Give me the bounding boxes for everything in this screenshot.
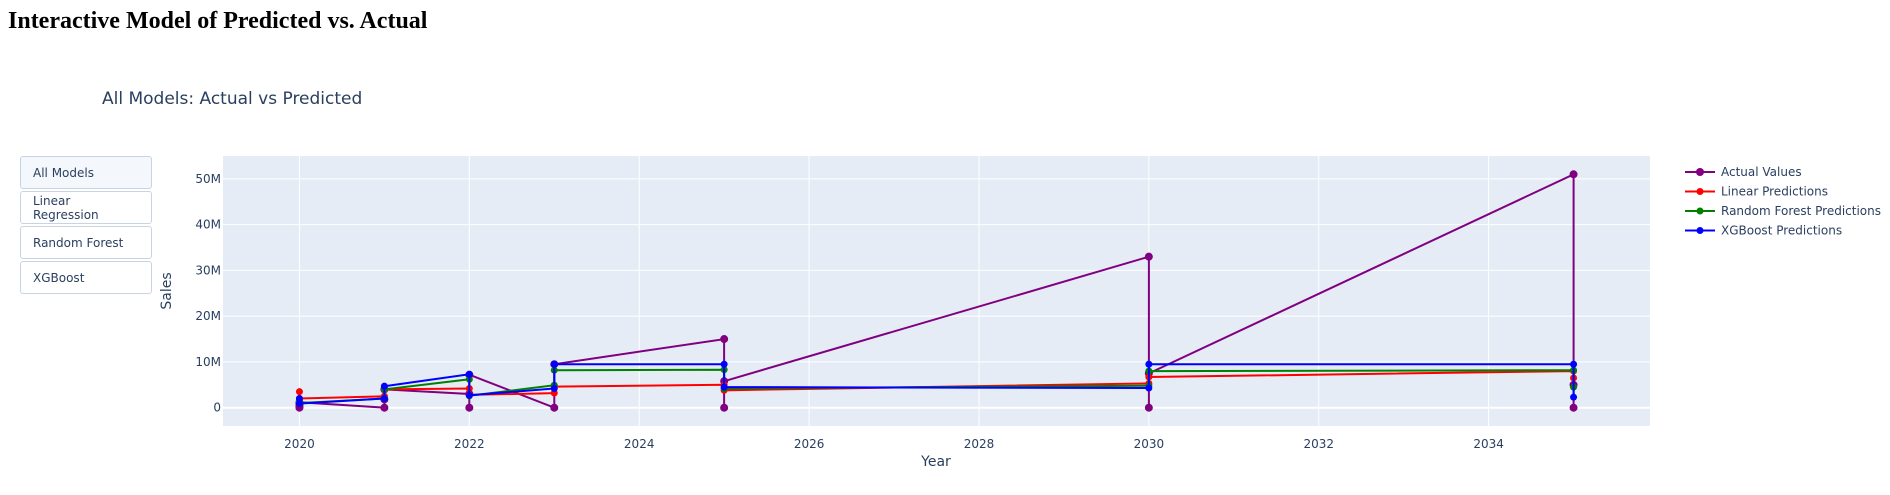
- data-point[interactable]: [550, 360, 558, 368]
- y-tick-label: 30M: [195, 263, 221, 277]
- data-point[interactable]: [295, 388, 303, 396]
- data-point[interactable]: [465, 370, 473, 378]
- y-axis: 0 10M 20M 30M 40M 50M: [195, 172, 221, 415]
- data-point[interactable]: [720, 383, 728, 391]
- data-point[interactable]: [380, 382, 388, 390]
- x-tick-label: 2034: [1473, 437, 1504, 451]
- legend-item-actual-values[interactable]: Actual Values: [1685, 165, 1802, 179]
- legend-label: Actual Values: [1721, 165, 1802, 179]
- y-tick-label: 20M: [195, 309, 221, 323]
- data-point[interactable]: [720, 335, 729, 344]
- linear-regression-button[interactable]: Linear Regression: [20, 191, 152, 224]
- y-axis-title: Sales: [159, 272, 175, 309]
- page-heading: Interactive Model of Predicted vs. Actua…: [8, 8, 428, 34]
- legend-label: XGBoost Predictions: [1721, 224, 1842, 238]
- x-tick-label: 2032: [1303, 437, 1334, 451]
- legend-swatch-marker: [1696, 207, 1704, 215]
- x-tick-label: 2028: [964, 437, 995, 451]
- x-axis: 2020 2022 2024 2026 2028 2030 2032 2034: [284, 437, 1504, 451]
- x-tick-label: 2026: [794, 437, 825, 451]
- chart-title: All Models: Actual vs Predicted: [102, 89, 363, 109]
- data-point[interactable]: [380, 403, 389, 412]
- all-models-button[interactable]: All Models: [20, 156, 152, 189]
- data-point[interactable]: [1145, 384, 1153, 392]
- legend-label: Linear Predictions: [1721, 185, 1828, 199]
- y-tick-label: 50M: [195, 172, 221, 186]
- legend-swatch-marker: [1696, 188, 1704, 195]
- x-tick-label: 2020: [284, 437, 315, 451]
- data-point[interactable]: [1144, 252, 1153, 261]
- legend[interactable]: Actual Values Linear Predictions Random Fo…: [1685, 165, 1881, 238]
- data-point[interactable]: [465, 391, 473, 399]
- y-tick-label: 0: [213, 401, 221, 415]
- data-point[interactable]: [1145, 360, 1153, 368]
- model-button-group: All Models Linear Regression Random Fore…: [20, 156, 152, 296]
- data-point[interactable]: [1570, 360, 1578, 368]
- legend-swatch-marker: [1696, 168, 1704, 176]
- series-xgboost-predictions[interactable]: [295, 360, 1578, 408]
- data-point[interactable]: [720, 403, 729, 412]
- data-point[interactable]: [1144, 403, 1153, 412]
- legend-label: Random Forest Predictions: [1721, 204, 1881, 218]
- y-tick-label: 40M: [195, 218, 221, 232]
- data-point[interactable]: [1570, 393, 1578, 401]
- legend-item-random-forest-predictions[interactable]: Random Forest Predictions: [1685, 204, 1881, 218]
- series-layer: [295, 170, 1578, 412]
- data-point[interactable]: [1569, 170, 1578, 179]
- data-point[interactable]: [1569, 403, 1578, 412]
- data-point[interactable]: [720, 360, 728, 368]
- data-point[interactable]: [295, 400, 303, 408]
- data-point[interactable]: [550, 384, 558, 392]
- xgboost-button[interactable]: XGBoost: [20, 261, 152, 294]
- legend-item-xgboost-predictions[interactable]: XGBoost Predictions: [1685, 224, 1842, 238]
- x-tick-label: 2022: [454, 437, 485, 451]
- data-point[interactable]: [550, 403, 559, 412]
- data-point[interactable]: [295, 395, 303, 403]
- x-tick-label: 2030: [1134, 437, 1165, 451]
- x-axis-title: Year: [920, 454, 951, 470]
- x-tick-label: 2024: [624, 437, 655, 451]
- random-forest-button[interactable]: Random Forest: [20, 226, 152, 259]
- y-tick-label: 10M: [195, 355, 221, 369]
- plot-background: [223, 156, 1650, 426]
- grid: [223, 156, 1650, 426]
- legend-swatch-marker: [1696, 227, 1704, 234]
- data-point[interactable]: [380, 395, 388, 403]
- data-point[interactable]: [465, 403, 474, 412]
- legend-item-linear-predictions[interactable]: Linear Predictions: [1685, 185, 1828, 199]
